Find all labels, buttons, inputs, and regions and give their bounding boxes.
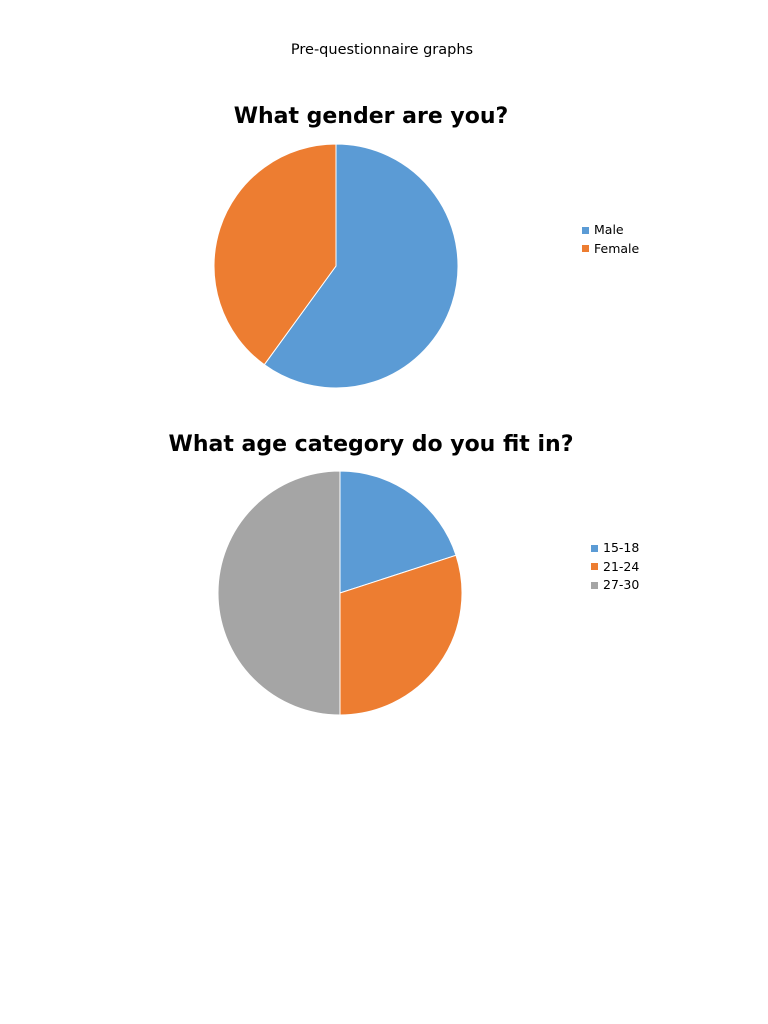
legend-item-21-24: 21-24 (591, 558, 639, 577)
legend-label: 27-30 (603, 577, 640, 592)
pie-slice-male (263, 143, 459, 389)
legend: Male Female (582, 221, 639, 258)
legend-swatch (591, 544, 598, 552)
legend: 15-18 21-24 27-30 (591, 539, 639, 595)
legend-item-male: Male (582, 221, 639, 240)
pie-slice-27-30 (217, 470, 341, 716)
page-heading: Pre-questionnaire graphs (290, 42, 474, 58)
chart-title: What gender are you? (233, 104, 509, 129)
legend-item-15-18: 15-18 (591, 539, 639, 558)
legend-label: 21-24 (603, 558, 640, 574)
legend-swatch (591, 563, 598, 571)
age-pie-chart: What age category do you fit in? 15-18 21… (0, 428, 768, 728)
pie-slice-15-18 (339, 470, 457, 594)
gender-pie-chart: What gender are you? Male Female (0, 100, 768, 400)
legend-item-27-30: 27-30 (591, 576, 639, 595)
legend-swatch (582, 245, 589, 253)
legend-label: Female (594, 240, 640, 256)
legend-swatch (591, 581, 598, 589)
legend-swatch (582, 226, 589, 234)
pie-slice-21-24 (339, 554, 463, 716)
pie-plot (213, 143, 459, 389)
chart-title: What age category do you fit in? (168, 432, 574, 457)
legend-label: 15-18 (603, 540, 640, 555)
legend-item-female: Female (582, 240, 639, 259)
pie-slice-female (213, 143, 337, 366)
legend-label: Male (594, 222, 624, 237)
pie-plot (217, 470, 463, 716)
